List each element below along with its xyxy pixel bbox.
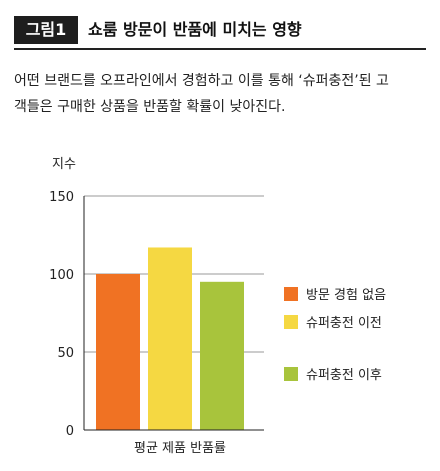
description-line-2: 객들은 구매한 상품을 반품할 확률이 낮아진다. [14, 99, 286, 115]
figure-description: 어떤 브랜드를 오프라인에서 경험하고 이를 통해 ‘슈퍼충전’된 고 객들은 … [14, 68, 430, 120]
figure-title: 쇼룸 방문이 반품에 미치는 영향 [88, 20, 302, 39]
y-tick-label: 0 [66, 424, 74, 439]
bar-2 [148, 247, 192, 430]
legend-label-3: 슈퍼충전 이후 [306, 368, 382, 383]
y-tick-label: 150 [49, 190, 74, 205]
bar-3 [200, 281, 244, 430]
legend-swatch-2 [284, 315, 298, 329]
legend-label-2: 슈퍼충전 이전 [306, 316, 382, 331]
x-category-label: 평균 제품 반품률 [134, 441, 226, 456]
legend-label-1: 방문 경험 없음 [306, 288, 386, 303]
y-axis-label: 지수 [52, 157, 76, 172]
bar-1 [96, 274, 140, 430]
figure-label: 그림1 [14, 16, 78, 44]
legend-swatch-3 [284, 367, 298, 381]
legend-swatch-1 [284, 287, 298, 301]
description-line-1: 어떤 브랜드를 오프라인에서 경험하고 이를 통해 ‘슈퍼충전’된 고 [14, 73, 389, 89]
y-tick-label: 100 [49, 268, 74, 283]
figure-header: 그림1 쇼룸 방문이 반품에 미치는 영향 [14, 12, 426, 50]
y-tick-label: 50 [57, 346, 74, 361]
